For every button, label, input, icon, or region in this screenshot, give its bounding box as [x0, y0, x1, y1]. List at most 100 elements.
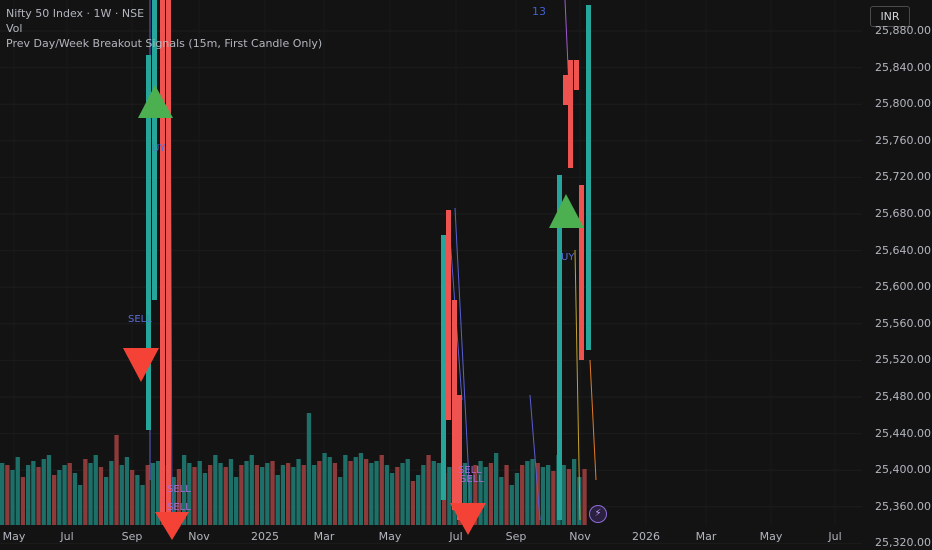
volume-bar [57, 470, 62, 525]
time-tick-label: 2026 [632, 530, 660, 543]
volume-bar [369, 463, 374, 525]
volume-bar [130, 470, 135, 525]
volume-bar [572, 459, 577, 525]
volume-bar [10, 470, 15, 525]
volume-bars [0, 413, 587, 525]
time-tick-label: Mar [695, 530, 717, 543]
volume-bar [566, 469, 572, 525]
candle [557, 175, 562, 520]
price-tick-label: 25,680.00 [875, 207, 931, 220]
volume-bar [140, 485, 145, 525]
lightning-icon[interactable]: ⚡ [589, 505, 607, 523]
symbol-title[interactable]: Nifty 50 Index · 1W · NSE [6, 7, 145, 20]
volume-bar [551, 471, 556, 525]
volume-bar [431, 461, 436, 525]
time-tick-label: Nov [188, 530, 210, 543]
volume-bar [540, 467, 546, 525]
volume-bar [36, 467, 41, 525]
price-tick-label: 25,520.00 [875, 353, 931, 367]
candle [574, 60, 579, 90]
volume-bar [83, 459, 88, 525]
top-count-label: 13 [532, 5, 546, 18]
volume-bar [88, 463, 93, 525]
volume-bar [249, 455, 254, 525]
volume-bar [0, 463, 5, 525]
sell-marker-3 [450, 503, 486, 535]
time-tick-label: May [378, 530, 402, 543]
price-tick-label: 25,400.00 [875, 463, 931, 477]
candle [166, 0, 171, 520]
volume-bar [244, 461, 249, 525]
volume-bar [26, 465, 31, 525]
volume-bar [265, 463, 270, 525]
candle [457, 395, 462, 520]
volume-bar [374, 461, 379, 525]
volume-bar [67, 463, 72, 525]
volume-bar [582, 469, 587, 525]
volume-bar [390, 473, 395, 525]
price-tick-label: 25,600.00 [875, 280, 931, 294]
candle [568, 60, 573, 168]
volume-bar [119, 465, 124, 525]
volume-bar [312, 465, 317, 525]
time-tick-label: Sep [505, 530, 527, 543]
volume-bar [275, 475, 280, 525]
volume-bar [384, 465, 390, 525]
volume-bar [15, 457, 20, 525]
volume-bar [228, 459, 234, 525]
buy-marker-2 [549, 194, 584, 228]
candle [586, 5, 591, 350]
volume-bar [410, 481, 416, 525]
volume-legend[interactable]: Vol [6, 22, 23, 35]
volume-bar [416, 475, 421, 525]
time-tick-label: May [2, 530, 26, 543]
volume-bar [353, 457, 358, 525]
volume-bar [41, 459, 46, 525]
volume-bar [182, 455, 187, 525]
indicator-line [454, 207, 471, 501]
volume-bar [46, 455, 52, 525]
volume-bar [364, 459, 369, 525]
sell-signal-label-2: SELL [167, 484, 191, 495]
time-tick-label: 2025 [251, 530, 279, 543]
volume-bar [150, 463, 156, 525]
volume-bar [348, 461, 353, 525]
candles [146, 0, 591, 520]
volume-bar [260, 467, 265, 525]
time-tick-label: Jul [828, 530, 842, 543]
volume-bar [504, 465, 509, 525]
volume-bar [327, 457, 332, 525]
buy-signal-label: UY [152, 143, 166, 154]
signal-markers [123, 85, 584, 540]
volume-bar [343, 455, 348, 525]
volume-bar [436, 463, 442, 525]
sell-marker-2 [155, 512, 189, 540]
indicator-legend[interactable]: Prev Day/Week Breakout Signals (15m, Fir… [6, 37, 323, 50]
candle [563, 75, 568, 105]
volume-bar [317, 461, 322, 525]
candle [441, 235, 446, 500]
volume-bar [208, 465, 213, 525]
volume-bar [280, 465, 286, 525]
volume-bar [530, 459, 535, 525]
volume-bar [62, 465, 67, 525]
currency-button[interactable]: INR [870, 6, 910, 27]
price-tick-label: 25,480.00 [875, 390, 931, 403]
price-tick-label: 25,760.00 [875, 133, 931, 147]
volume-bar [124, 457, 130, 525]
volume-bar [52, 475, 57, 525]
volume-bar [286, 463, 291, 525]
sell-signal-label-3: SELL [167, 502, 191, 513]
sell-marker [123, 348, 159, 382]
volume-bar [478, 461, 483, 525]
volume-bar [421, 465, 426, 525]
time-tick-label: Jul [60, 530, 74, 543]
indicator-lines [149, 0, 597, 521]
volume-bar [254, 465, 260, 525]
volume-bar [483, 467, 488, 525]
volume-bar [395, 467, 400, 525]
sell-signal-label-5: SELL [460, 474, 484, 485]
volume-bar [5, 465, 10, 525]
grid-lines [0, 0, 862, 543]
